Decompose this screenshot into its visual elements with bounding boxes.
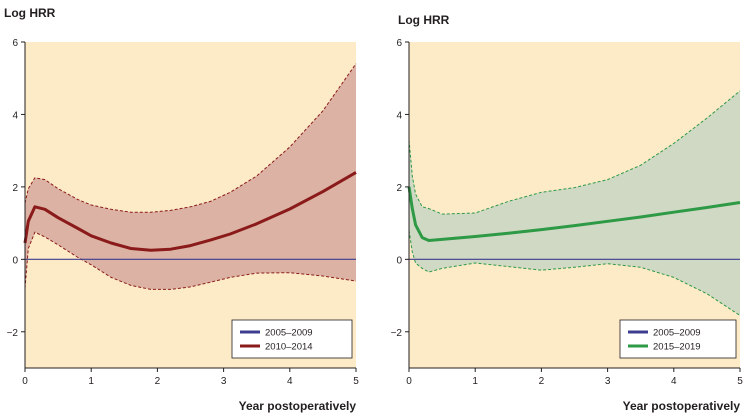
x-axis-label: Year postoperatively: [623, 399, 741, 413]
confidence-band: [25, 63, 356, 290]
y-tick-label: 6: [396, 38, 402, 49]
x-tick-label: 3: [605, 376, 611, 387]
legend-label: 2005–2009: [265, 328, 313, 339]
legend-label: 2010–2014: [265, 342, 313, 353]
legend-box: [231, 319, 353, 359]
ci-lower-line: [408, 230, 741, 316]
x-tick-label: 0: [22, 376, 28, 387]
y-tick-label: 0: [396, 255, 402, 266]
x-tick-label: 4: [287, 376, 293, 387]
ci-lower-line: [24, 231, 357, 290]
ci-upper-line: [24, 63, 357, 213]
y-tick-label: 4: [12, 110, 18, 121]
x-tick-label: 4: [671, 376, 677, 387]
plot-area: [23, 63, 357, 290]
y-axis-label: Log HRR: [4, 6, 56, 20]
y-tick-label: −2: [7, 328, 19, 339]
chart-panel-left: 0 1 2 3 4 5 −2 0 2 4 6 2005–2009 2010–2014 Log HRR Y…: [4, 6, 359, 413]
legend-box: [619, 319, 737, 359]
legend: 2005–2009 2015–2019: [619, 319, 737, 359]
axes: 0 1 2 3 4 5 −2 0 2 4 6: [7, 38, 360, 387]
x-tick-label: 2: [539, 376, 545, 387]
x-tick-label: 2: [155, 376, 161, 387]
legend-label: 2015–2019: [653, 342, 701, 353]
x-tick-label: 1: [88, 376, 94, 387]
x-tick-label: 5: [737, 376, 743, 387]
axes: 0 1 2 3 4 5 −2 0 2 4 6: [391, 38, 744, 387]
y-tick-label: 4: [396, 110, 402, 121]
x-tick-label: 3: [221, 376, 227, 387]
x-tick-label: 0: [406, 376, 412, 387]
plot-area: [407, 90, 741, 316]
y-tick-label: −2: [391, 328, 403, 339]
chart-panel-right: 0 1 2 3 4 5 −2 0 2 4 6 2005–2009 2015–2019 Log HRR Y…: [391, 13, 744, 413]
x-tick-label: 5: [353, 376, 359, 387]
legend-label: 2005–2009: [653, 328, 701, 339]
legend: 2005–2009 2010–2014: [231, 319, 353, 359]
series-line: [23, 171, 357, 252]
x-axis-label: Year postoperatively: [239, 399, 357, 413]
y-axis-label: Log HRR: [398, 13, 450, 27]
ci-upper-line: [408, 90, 741, 215]
y-tick-label: 2: [396, 183, 402, 194]
y-tick-label: 0: [12, 255, 18, 266]
series-line: [407, 186, 741, 242]
y-tick-label: 2: [12, 183, 18, 194]
y-tick-label: 6: [12, 38, 18, 49]
x-tick-label: 1: [472, 376, 478, 387]
